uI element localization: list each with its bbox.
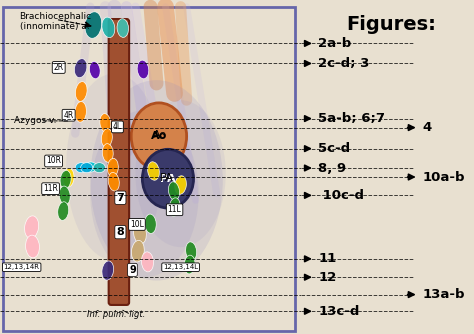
Ellipse shape [145,214,156,233]
Text: 5c-d: 5c-d [319,142,350,155]
Ellipse shape [102,144,113,162]
Text: 7: 7 [117,193,124,203]
Text: 13a-b: 13a-b [422,288,465,301]
Text: 12,13,14R: 12,13,14R [4,264,40,270]
Text: 12: 12 [319,271,337,284]
Text: 10c-d: 10c-d [319,189,365,202]
Ellipse shape [134,222,146,244]
Ellipse shape [131,103,187,170]
Ellipse shape [85,162,97,172]
Text: 4R: 4R [64,111,74,120]
Ellipse shape [147,162,159,180]
Ellipse shape [168,182,180,200]
Text: 11: 11 [319,253,337,265]
Ellipse shape [175,176,186,194]
Ellipse shape [117,19,128,37]
Ellipse shape [60,170,71,189]
Text: Ao: Ao [153,130,166,140]
Text: PA: PA [160,174,176,184]
Ellipse shape [26,235,39,258]
Ellipse shape [74,59,87,77]
Ellipse shape [93,163,105,173]
Ellipse shape [25,216,39,238]
Ellipse shape [75,81,87,102]
Text: 2a-b: 2a-b [319,37,352,50]
Ellipse shape [85,12,102,38]
Ellipse shape [108,158,118,177]
Ellipse shape [90,80,223,281]
Text: PA: PA [160,173,174,183]
Text: 10L: 10L [130,220,144,229]
Text: 5a-b; 6;7: 5a-b; 6;7 [319,112,385,125]
Ellipse shape [63,168,74,187]
Ellipse shape [100,114,111,132]
Ellipse shape [141,252,154,272]
Text: Azygos v.: Azygos v. [14,117,56,125]
Text: Brachiocephalic
(innominate) a.: Brachiocephalic (innominate) a. [19,12,91,31]
Ellipse shape [59,186,70,205]
Ellipse shape [184,255,195,274]
Text: 2c-d; 3: 2c-d; 3 [319,57,370,70]
Ellipse shape [136,100,226,247]
Text: Ao: Ao [151,131,167,141]
Text: 13c-d: 13c-d [319,305,360,318]
Text: 4L: 4L [113,123,122,131]
Text: 12,13,14L: 12,13,14L [163,264,198,270]
Ellipse shape [169,198,180,216]
Ellipse shape [102,261,114,280]
Ellipse shape [137,60,149,79]
Ellipse shape [90,110,199,277]
FancyBboxPatch shape [109,19,129,305]
Text: 9: 9 [129,265,136,275]
Text: 10R: 10R [46,157,61,165]
Ellipse shape [75,102,86,122]
Text: 8: 8 [117,227,124,237]
Text: 8, 9: 8, 9 [319,162,346,174]
Ellipse shape [108,172,119,191]
Ellipse shape [81,163,93,173]
Text: 2R: 2R [54,63,64,72]
Ellipse shape [186,242,197,261]
Ellipse shape [90,61,100,79]
Text: 11R: 11R [43,184,58,193]
Ellipse shape [75,163,87,173]
Ellipse shape [58,202,69,220]
Text: 11L: 11L [168,205,182,214]
Text: Figures:: Figures: [346,15,436,34]
Text: 4: 4 [422,121,431,134]
Ellipse shape [66,73,163,261]
Ellipse shape [102,17,115,38]
Text: Inf. pulm. ligt.: Inf. pulm. ligt. [87,310,145,319]
Ellipse shape [131,240,144,262]
Ellipse shape [142,149,193,208]
Text: 10a-b: 10a-b [422,171,465,183]
Ellipse shape [101,129,112,147]
